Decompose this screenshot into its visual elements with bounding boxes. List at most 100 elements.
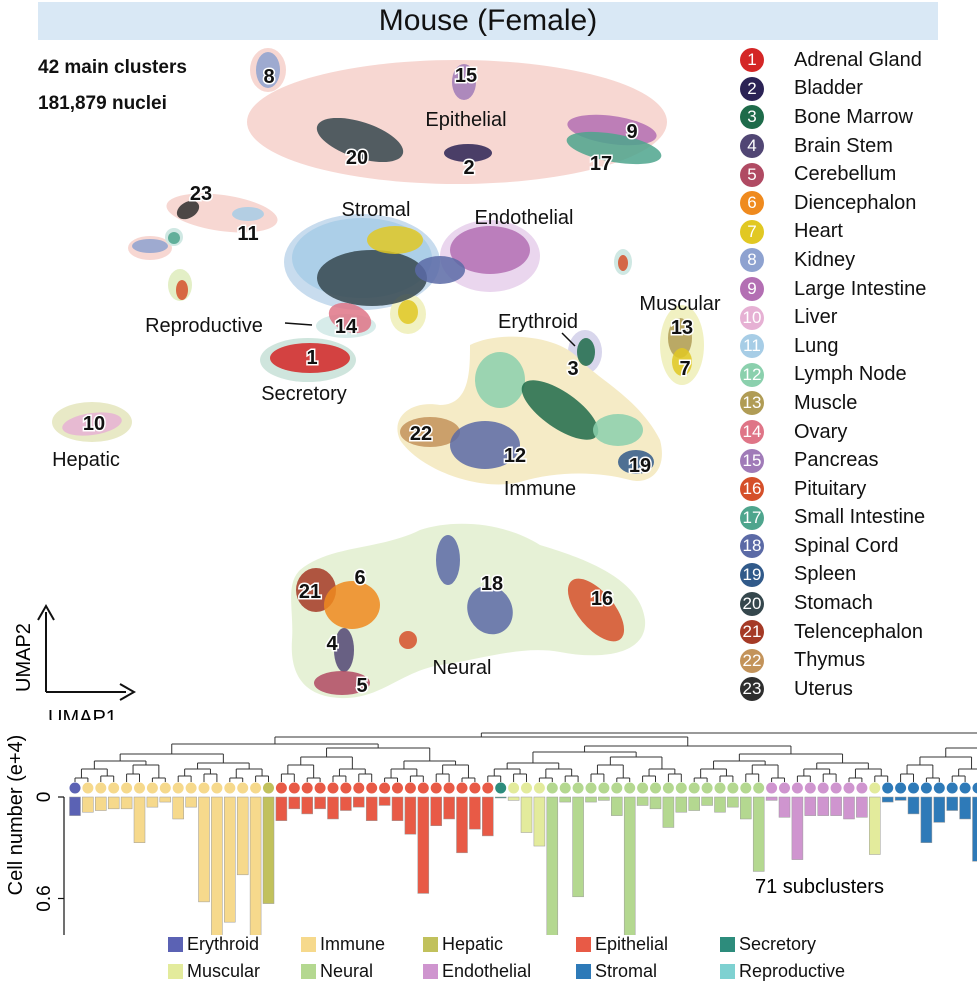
- cluster-blob: [367, 226, 423, 254]
- subcluster-dot: [134, 782, 145, 794]
- legend-label: Stomach: [794, 592, 873, 615]
- subcluster-bar: [546, 796, 559, 935]
- category-swatch: [720, 964, 735, 979]
- category-label: Immune: [320, 934, 386, 954]
- subcluster-bar: [469, 796, 481, 830]
- subcluster-dot: [108, 782, 120, 794]
- legend-label: Adrenal Gland: [794, 48, 922, 71]
- umap-plot: 8 15 20 2 9 17 23 11 14 1 13 7 3 10 22 12 19 21 6 18 16 45 Ep…: [13, 48, 721, 720]
- legend-label: Spinal Cord: [794, 534, 899, 557]
- cluster-number: 14: [335, 316, 358, 338]
- subcluster-dot: [959, 782, 971, 794]
- subcluster-bar: [340, 796, 352, 811]
- legend-item: 22 Thymus: [740, 646, 977, 675]
- subcluster-dot: [69, 782, 81, 794]
- legend-marker: 5: [740, 162, 764, 187]
- group-label: Hepatic: [52, 449, 120, 471]
- legend-marker: 20: [740, 591, 764, 616]
- cluster-number: 19: [629, 455, 651, 477]
- cluster-blob: [176, 280, 188, 300]
- category-legend-item: Epithelial: [576, 934, 668, 955]
- cluster-number: 4: [326, 633, 338, 655]
- dendrogram: [74, 732, 977, 782]
- legend-marker: 19: [740, 562, 764, 587]
- subcluster-bar: [740, 796, 752, 820]
- legend-marker: 1: [740, 48, 764, 73]
- legend-item: 1 Adrenal Gland: [740, 46, 977, 75]
- subcluster-bar: [675, 796, 688, 813]
- subcluster-dot: [521, 782, 532, 794]
- subcluster-dot: [714, 782, 726, 794]
- subcluster-dot: [508, 782, 520, 794]
- subcluster-dot: [650, 782, 661, 794]
- subcluster-dot: [675, 782, 687, 794]
- cluster-number: 16: [591, 588, 613, 610]
- cluster-blob: [452, 64, 476, 100]
- subcluster-dot: [392, 782, 403, 794]
- cluster-number: 12: [504, 445, 526, 467]
- legend-item: 15 Pancreas: [740, 446, 977, 475]
- cluster-blob: [450, 421, 520, 469]
- category-label: Neural: [320, 961, 374, 981]
- subcluster-bar: [236, 796, 249, 876]
- subcluster-bar: [920, 796, 933, 843]
- group-label: Reproductive: [145, 315, 263, 337]
- nuclei-stat: 181,879 nuclei: [38, 93, 167, 114]
- subcluster-bar: [159, 796, 172, 803]
- legend-label: Bone Marrow: [794, 105, 913, 128]
- legend-label: Ovary: [794, 420, 848, 443]
- legend-item: 5 Cerebellum: [740, 160, 977, 189]
- cluster-blob: [334, 628, 354, 672]
- legend-marker: 16: [740, 477, 764, 502]
- subcluster-dot: [198, 782, 210, 794]
- cluster-number: 8: [263, 66, 274, 88]
- cluster-blob: [521, 380, 599, 440]
- cluster-number: 7: [679, 358, 690, 380]
- subcluster-dot: [456, 782, 468, 794]
- subcluster-bar: [301, 796, 313, 815]
- cluster-blob: [444, 144, 492, 162]
- subcluster-dot: [340, 782, 352, 794]
- subcluster-dot: [779, 782, 790, 794]
- cluster-number: 11: [237, 223, 258, 245]
- legend-marker: 12: [740, 362, 764, 387]
- subcluster-dot: [946, 782, 958, 794]
- subcluster-dots: [69, 782, 977, 794]
- category-label: Secretory: [739, 934, 817, 954]
- category-label: Reproductive: [739, 961, 846, 981]
- cluster-blob: [314, 671, 370, 695]
- cluster-number: 15: [455, 65, 477, 87]
- category-legend-item: Endothelial: [423, 961, 531, 982]
- subcluster-dot: [856, 782, 868, 794]
- subcluster-bar: [391, 796, 404, 821]
- cluster-number: 5: [356, 675, 367, 697]
- legend-item: 7 Heart: [740, 218, 977, 247]
- category-swatch: [423, 964, 438, 979]
- legend-marker: 18: [740, 534, 764, 559]
- cluster-number: 21: [299, 581, 321, 603]
- legend-marker: 4: [740, 134, 764, 159]
- umap-axes-indicator: UMAP1 UMAP2: [13, 603, 137, 720]
- subcluster-bar: [559, 796, 571, 803]
- subcluster-bar: [843, 796, 855, 820]
- subcluster-bar: [353, 796, 365, 808]
- subcluster-bar: [598, 796, 610, 801]
- subcluster-dot: [250, 782, 262, 794]
- cluster-number: 2: [463, 157, 474, 179]
- subcluster-dot: [830, 782, 842, 794]
- subcluster-dot: [701, 782, 713, 794]
- subcluster-bar: [185, 796, 197, 808]
- subcluster-dot: [533, 782, 545, 794]
- category-legend-item: Secretory: [720, 934, 816, 955]
- bar-y-axis-label: Cell number (e+4): [5, 735, 27, 896]
- subcluster-bar: [959, 796, 971, 820]
- subcluster-bar: [611, 796, 623, 816]
- category-legend-item: Immune: [301, 934, 385, 955]
- subcluster-dot: [637, 782, 649, 794]
- cluster-number: 20: [346, 147, 368, 169]
- group-label: Epithelial: [425, 109, 506, 131]
- category-legend-item: Stromal: [576, 961, 657, 982]
- subcluster-dot: [546, 782, 558, 794]
- cluster-blob: [566, 131, 662, 165]
- subcluster-bar: [82, 796, 94, 813]
